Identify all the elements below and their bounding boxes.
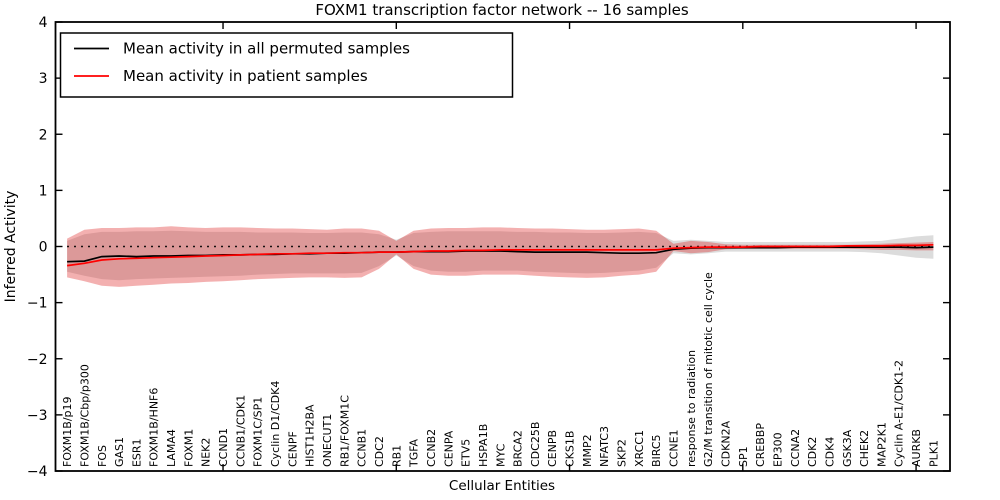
entity-label: RB1 [390, 445, 403, 467]
entity-label: FOXM1 [182, 429, 195, 467]
entity-label: CCNA2 [789, 429, 802, 467]
entity-label: FOXM1B/HNF6 [148, 388, 161, 467]
entity-label: CENPB [546, 430, 559, 467]
y-tick-label: 0 [39, 240, 48, 256]
entity-label: ESR1 [130, 438, 143, 467]
entity-label: XRCC1 [633, 430, 646, 467]
y-tick-label: −1 [27, 296, 48, 312]
x-entity-labels: FOXM1B/p19 FOXM1B/Cbp/p300 FOS GAS1 ESR1 FOXM… [61, 272, 940, 468]
legend: Mean activity in all permuted samples Me… [59, 32, 514, 98]
entity-label: RB1/FOXM1C [338, 395, 351, 467]
confidence-bands [67, 226, 934, 287]
entity-label: CDK2 [806, 437, 819, 467]
entity-label: LAMA4 [165, 429, 178, 467]
chart-title: FOXM1 transcription factor network -- 16… [315, 1, 689, 19]
entity-label: CCNB1 [356, 429, 369, 467]
entity-label: CHEK2 [858, 430, 871, 467]
entity-label: AURKB [910, 429, 923, 467]
entity-label: CENPA [442, 430, 455, 467]
legend-label-permuted: Mean activity in all permuted samples [123, 40, 410, 58]
entity-label: CDK4 [823, 437, 836, 467]
band-permuted-samples-range [67, 230, 934, 281]
entity-label: BIRC5 [650, 434, 663, 467]
entity-label: CENPF [286, 431, 299, 467]
entity-label: CDC2 [373, 436, 386, 467]
entity-label: SP1 [737, 446, 750, 467]
entity-label: CDKN2A [719, 420, 732, 467]
entity-label: Cyclin A-E1/CDK1-2 [893, 360, 906, 467]
entity-label: CKS1B [564, 431, 577, 467]
mean-activity-lines [66, 243, 934, 267]
y-tick-label: 1 [39, 183, 48, 199]
y-tick-label: 4 [39, 15, 48, 31]
entity-label: EP300 [771, 432, 784, 467]
entity-label: response to radiation [685, 350, 698, 467]
y-tick-label: 3 [39, 71, 48, 87]
y-tick-label: −3 [27, 408, 48, 424]
entity-label: FOS [96, 445, 109, 467]
entity-label: NEK2 [200, 438, 213, 467]
entity-label: ETV5 [460, 439, 473, 467]
legend-box [59, 32, 514, 98]
axis-ticks: −4 −3 −2 −1 0 1 2 3 4 [27, 15, 950, 480]
entity-label: G2/M transition of mitotic cell cycle [702, 272, 715, 467]
entity-label: CREBBP [754, 423, 767, 467]
entity-label: GSK3A [841, 429, 854, 467]
entity-label: FOXM1B/p19 [61, 396, 74, 467]
entity-label: FOXM1B/Cbp/p300 [78, 364, 91, 467]
entity-label: PLK1 [927, 440, 940, 467]
entity-label: CCNB2 [425, 429, 438, 467]
y-tick-label: 2 [39, 127, 48, 143]
entity-label: CCND1 [217, 428, 230, 467]
entity-label: MMP2 [581, 434, 594, 467]
entity-label: CCNE1 [668, 429, 681, 467]
entity-label: CCNB1/CDK1 [234, 395, 247, 467]
entity-label: MYC [494, 443, 507, 467]
x-axis-label: Cellular Entities [449, 478, 555, 494]
y-tick-label: −2 [27, 352, 48, 368]
line-Mean-activity-in-patient-samples [66, 243, 934, 267]
entity-label: SKP2 [616, 439, 629, 467]
entity-label: CDC25B [529, 422, 542, 467]
legend-label-patient: Mean activity in patient samples [123, 67, 368, 85]
entity-label: MAP2K1 [875, 422, 888, 467]
entity-label: HSPA1B [477, 424, 490, 467]
entity-label: NFATC3 [598, 426, 611, 467]
entity-label: GAS1 [113, 437, 126, 467]
entity-label: Cyclin D1/CDK4 [269, 381, 282, 467]
entity-label: FOXM1C/SP1 [252, 397, 265, 467]
y-axis-label: Inferred Activity [3, 191, 19, 303]
entity-label: TGFA [408, 438, 421, 468]
entity-label: ONECUT1 [321, 414, 334, 467]
band-patient-samples-range [67, 226, 934, 287]
entity-label: HIST1H2BA [304, 404, 317, 467]
y-tick-label: −4 [27, 464, 48, 480]
entity-label: BRCA2 [512, 430, 525, 467]
